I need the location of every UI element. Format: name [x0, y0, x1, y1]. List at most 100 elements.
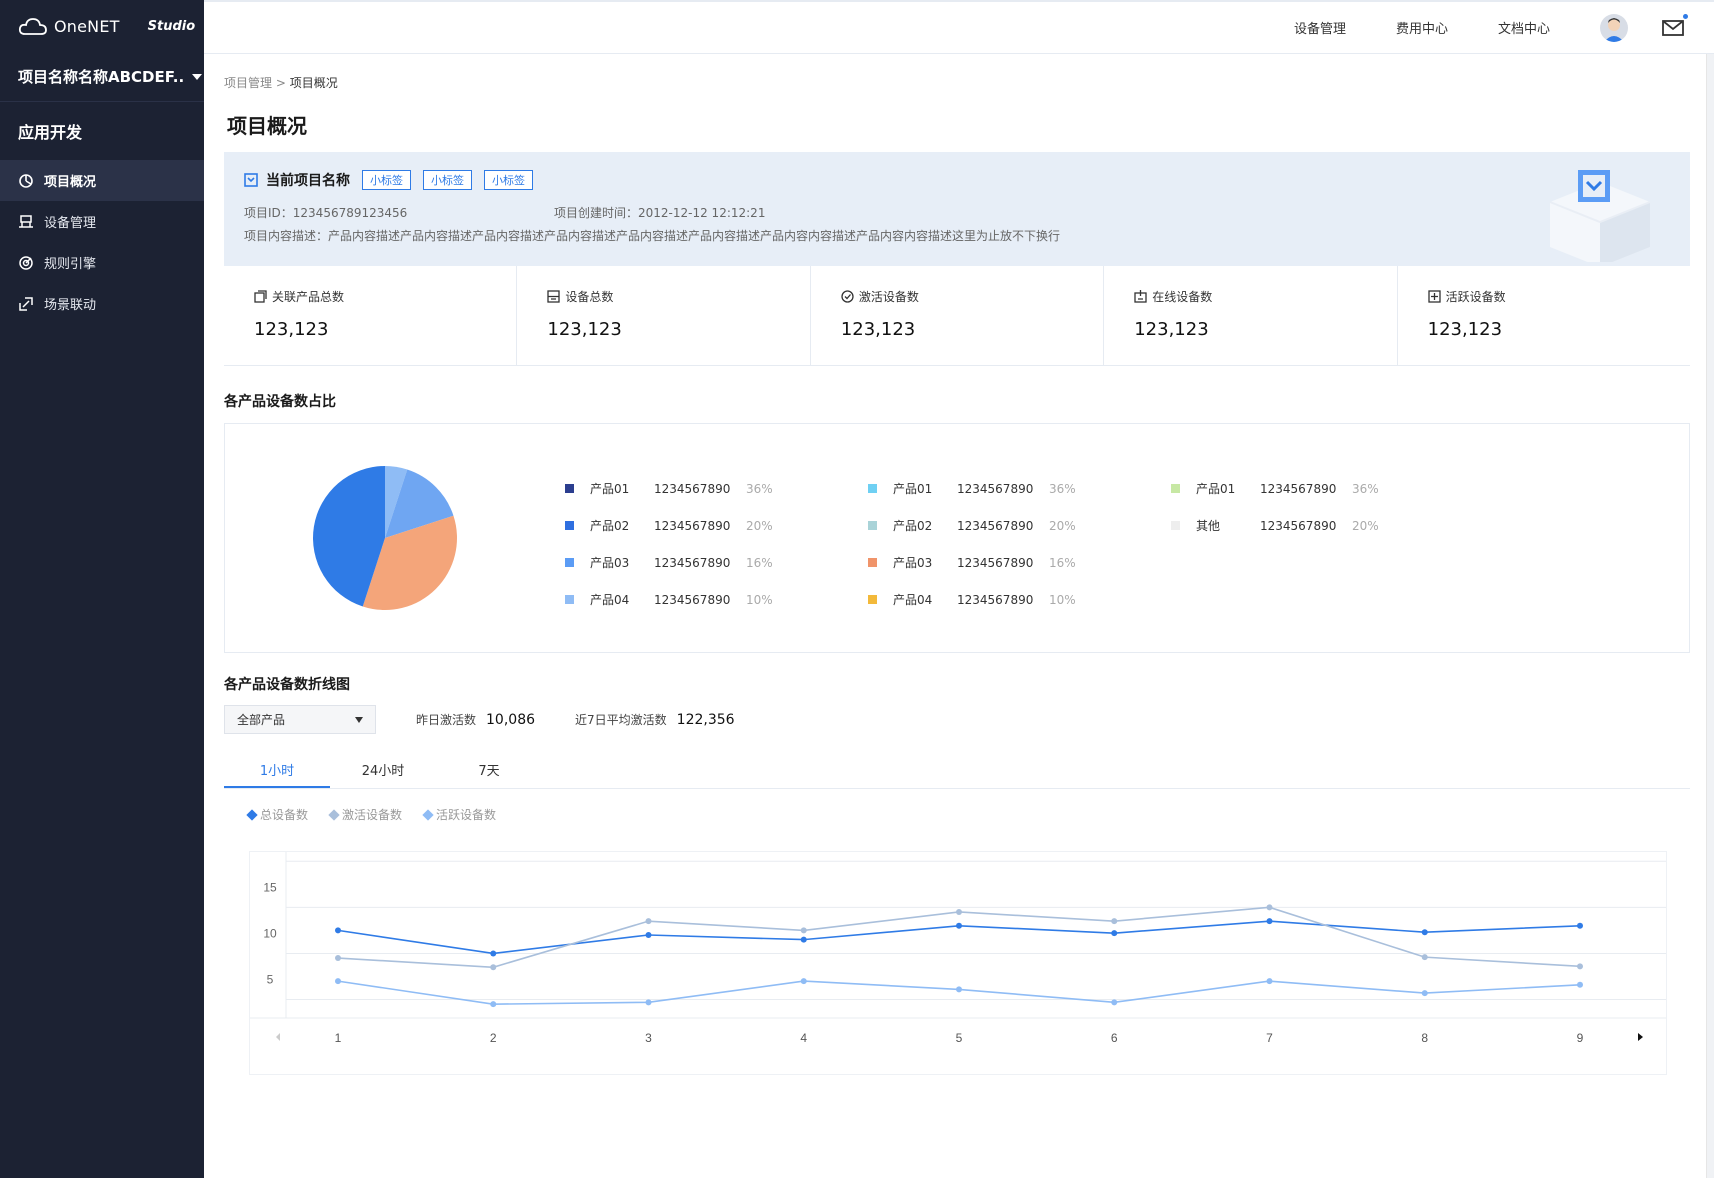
data-point[interactable]	[1577, 922, 1583, 929]
legend-value: 1234567890	[957, 518, 1034, 533]
data-point[interactable]	[1421, 954, 1428, 961]
pie-slice[interactable]	[385, 466, 408, 538]
top-bar: 设备管理 费用中心 文档中心	[204, 0, 1714, 54]
avatar[interactable]	[1600, 13, 1628, 42]
legend-row[interactable]: 产品03 1234567890 16%	[565, 544, 773, 581]
legend-row[interactable]: 产品01 1234567890 36%	[868, 470, 1076, 507]
pie-section-title: 各产品设备数占比	[224, 394, 336, 410]
studio-label: Studio	[147, 18, 196, 34]
x-tick-label: 8	[1421, 1031, 1428, 1045]
x-tick-label: 2	[490, 1031, 497, 1045]
data-point[interactable]	[800, 936, 807, 943]
legend-row[interactable]: 产品02 1234567890 20%	[565, 507, 773, 544]
data-point[interactable]	[956, 908, 962, 915]
legend-item-activated[interactable]: 激活设备数	[328, 806, 402, 823]
pie-slice[interactable]	[362, 515, 457, 610]
mail-icon	[1662, 19, 1684, 36]
data-point[interactable]	[1266, 904, 1273, 911]
legend-row[interactable]: 产品04 1234567890 10%	[565, 581, 773, 618]
top-link-docs[interactable]: 文档中心	[1497, 22, 1550, 37]
sidebar-item-scenes[interactable]: 场景联动	[0, 283, 204, 324]
data-point[interactable]	[956, 922, 962, 929]
top-link-devices[interactable]: 设备管理	[1293, 22, 1346, 37]
legend-row[interactable]: 产品01 1234567890 36%	[565, 470, 773, 507]
tab-24h[interactable]: 24小时	[361, 764, 405, 779]
legend-item-total[interactable]: 总设备数	[246, 806, 308, 823]
box-illustration	[1549, 170, 1651, 262]
check-circle-icon	[841, 290, 854, 303]
data-point[interactable]	[490, 964, 497, 971]
legend-swatch	[868, 484, 877, 493]
legend-item-active[interactable]: 活跃设备数	[422, 806, 496, 823]
stat-label: 在线设备数	[1152, 290, 1213, 304]
stat-value: 123,123	[547, 319, 622, 340]
data-point[interactable]	[645, 932, 652, 938]
data-point[interactable]	[1421, 990, 1428, 997]
data-point[interactable]	[335, 927, 341, 934]
pie-slice[interactable]	[385, 469, 454, 538]
pie-slice[interactable]	[313, 466, 385, 607]
breadcrumb-parent[interactable]: 项目管理	[224, 76, 273, 90]
cloud-icon	[18, 18, 47, 35]
stat-card: 关联产品总数 123,123	[224, 266, 518, 365]
legend-value: 1234567890	[957, 555, 1034, 570]
scrollbar[interactable]	[1706, 54, 1714, 1178]
sidebar-item-devices[interactable]: 设备管理	[0, 201, 204, 242]
kpi-yesterday: 昨日激活数 10,086	[416, 711, 535, 728]
mail-button[interactable]	[1662, 13, 1688, 36]
data-point[interactable]	[1111, 999, 1118, 1006]
device-icon	[19, 214, 33, 228]
data-point[interactable]	[1421, 929, 1428, 936]
pie-icon	[19, 173, 33, 188]
tab-7d[interactable]: 7天	[478, 764, 500, 779]
data-point[interactable]	[800, 927, 807, 934]
active-icon	[1427, 290, 1441, 303]
data-point[interactable]	[335, 955, 341, 962]
legend-column: 产品01 1234567890 36% 产品02 1234567890 20% 产品03 12…	[868, 470, 1076, 618]
products-icon	[254, 290, 267, 303]
stat-card: 活跃设备数 123,123	[1398, 266, 1690, 365]
sidebar-item-overview[interactable]: 项目概况	[0, 160, 204, 201]
y-tick-label: 15	[263, 880, 277, 894]
legend-row[interactable]: 产品04 1234567890 10%	[868, 581, 1076, 618]
legend-row[interactable]: 其他 1234567890 20%	[1171, 507, 1379, 544]
data-point[interactable]	[1266, 918, 1273, 925]
user-icon	[1604, 17, 1624, 42]
project-description: 项目内容描述：产品内容描述产品内容描述产品内容描述产品内容描述产品内容描述产品内…	[244, 229, 1061, 243]
top-link-billing[interactable]: 费用中心	[1395, 22, 1448, 37]
data-point[interactable]	[490, 1001, 497, 1008]
series-line[interactable]	[337, 980, 1581, 1005]
online-icon	[1134, 290, 1147, 303]
data-point[interactable]	[645, 999, 652, 1006]
data-point[interactable]	[335, 978, 341, 985]
project-selector[interactable]: 项目名称名称ABCDEF..	[0, 52, 204, 102]
legend-row[interactable]: 产品03 1234567890 16%	[868, 544, 1076, 581]
data-point[interactable]	[1266, 978, 1273, 985]
legend-percent: 10%	[746, 592, 773, 607]
data-point[interactable]	[1577, 981, 1583, 988]
link-icon	[19, 296, 33, 311]
legend-swatch	[1171, 521, 1180, 530]
legend-value: 1234567890	[654, 555, 731, 570]
data-point[interactable]	[490, 950, 497, 957]
series-line[interactable]	[337, 906, 1581, 969]
sidebar-item-rules[interactable]: 规则引擎	[0, 242, 204, 283]
legend-value: 1234567890	[1260, 518, 1337, 533]
logo[interactable]: OneNET Studio	[0, 0, 204, 52]
tab-1h[interactable]: 1小时	[224, 750, 330, 788]
data-point[interactable]	[1111, 918, 1118, 925]
legend-value: 1234567890	[654, 518, 731, 533]
data-point[interactable]	[1577, 963, 1583, 970]
prev-page-icon[interactable]	[276, 1033, 280, 1041]
data-point[interactable]	[956, 986, 962, 993]
product-filter-select[interactable]: 全部产品	[224, 705, 376, 734]
legend-row[interactable]: 产品01 1234567890 36%	[1171, 470, 1379, 507]
data-point[interactable]	[645, 918, 652, 925]
data-point[interactable]	[800, 978, 807, 985]
data-point[interactable]	[1111, 930, 1118, 937]
kpi-value: 122,356	[676, 711, 735, 728]
legend-row[interactable]: 产品02 1234567890 20%	[868, 507, 1076, 544]
next-page-icon[interactable]	[1638, 1033, 1643, 1041]
legend-swatch	[1171, 484, 1180, 493]
pie-panel: 产品01 1234567890 36% 产品02 1234567890 20% 产品03 12…	[224, 423, 1690, 653]
